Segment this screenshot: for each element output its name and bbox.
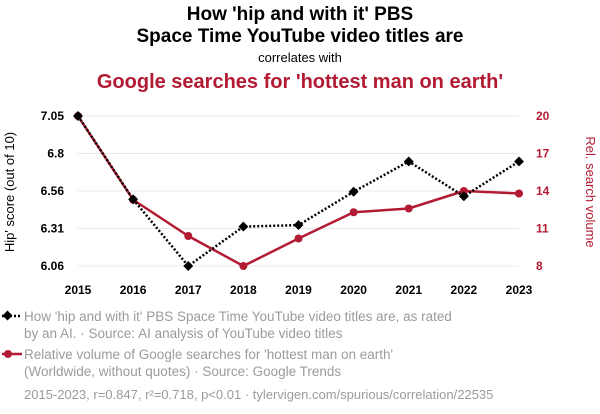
x-tick-label: 2022 (451, 283, 478, 297)
legend-marker-series2 (2, 350, 22, 358)
x-tick-label: 2023 (506, 283, 533, 297)
series1-point (183, 261, 194, 271)
tick-labels: 7.05 20 6.8 17 6.56 14 6.31 11 6.06 8 2015 2016 2017… (41, 109, 550, 297)
y-tick-label-right: 11 (536, 222, 549, 236)
y-axis-right-label: Rel. search volume (583, 136, 598, 247)
series1-point (403, 156, 414, 167)
y-tick-label-left: 6.31 (41, 222, 65, 236)
x-tick-label: 2020 (340, 283, 367, 297)
series2-point (459, 187, 468, 195)
y-tick-label-left: 7.05 (41, 109, 65, 123)
x-tick-label: 2018 (230, 283, 257, 297)
y-tick-label-left: 6.06 (41, 259, 65, 273)
chart-connector: correlates with (258, 50, 342, 65)
series1-point (458, 191, 469, 202)
series2-point (294, 234, 303, 243)
y-tick-label-left: 6.8 (47, 147, 64, 161)
series1-point (238, 221, 249, 232)
legend-series1-line2: by an AI. · Source: AI analysis of YouTu… (24, 326, 343, 341)
x-tick-label: 2017 (175, 283, 202, 297)
legend-series2-line1: Relative volume of Google searches for '… (24, 347, 393, 362)
chart-title-line2: Space Time YouTube video titles are (137, 26, 464, 47)
series2-point (184, 232, 193, 240)
y-axis-left-label: Hip' score (out of 10) (2, 132, 17, 252)
legend: How 'hip and with it' PBS Space Time You… (2, 309, 452, 379)
legend-series2-line2: (Worldwide, without quotes) · Source: Go… (24, 364, 341, 379)
series1-point (293, 220, 304, 231)
y-tick-label-right: 14 (536, 184, 550, 198)
series2-point (515, 189, 523, 198)
series2-point (349, 208, 358, 217)
series1-point (73, 111, 83, 121)
chart-subtitle: Google searches for 'hottest man on eart… (97, 71, 503, 93)
footer-stats: 2015-2023, r=0.847, r²=0.718, p<0.01 · t… (24, 387, 493, 402)
y-tick-label-left: 6.56 (41, 184, 65, 198)
y-tick-label-right: 8 (536, 259, 543, 273)
series1-point (128, 194, 139, 205)
legend-marker-series1 (2, 310, 22, 321)
y-tick-label-right: 17 (536, 147, 550, 161)
x-tick-label: 2019 (285, 283, 312, 297)
y-tick-label-right: 20 (536, 109, 550, 123)
legend-series1-line1: How 'hip and with it' PBS Space Time You… (24, 309, 452, 324)
series2-point (239, 262, 248, 270)
series1-point (514, 156, 524, 167)
x-tick-label: 2016 (120, 283, 147, 297)
x-tick-label: 2021 (395, 283, 422, 297)
series2-point (404, 204, 413, 213)
series (73, 111, 524, 271)
series1-point (348, 186, 359, 197)
chart-title-line1: How 'hip and with it' PBS (187, 4, 413, 25)
x-tick-label: 2015 (65, 283, 92, 297)
grid (78, 115, 519, 267)
